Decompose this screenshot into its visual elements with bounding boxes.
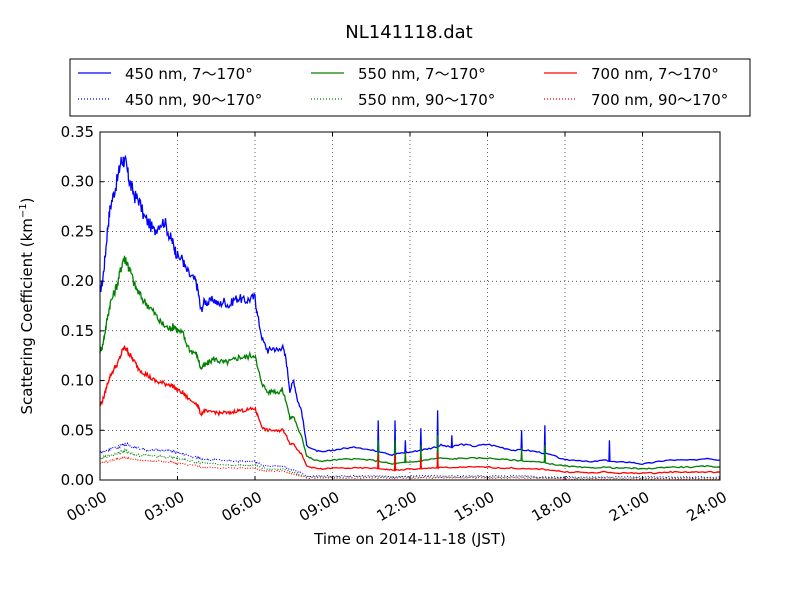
y-tick-label: 0.05 — [61, 421, 94, 439]
series-line-4 — [99, 441, 721, 479]
legend-label: 550 nm, 7～170° — [358, 65, 486, 83]
y-tick-label: 0.15 — [61, 322, 94, 340]
series-lines — [99, 154, 721, 481]
chart-title: NL141118.dat — [345, 22, 472, 43]
legend: 450 nm, 7～170° 450 nm, 90～170° 550 nm, 7～1… — [69, 58, 751, 117]
series-line-5 — [99, 447, 721, 480]
series-line-3 — [99, 345, 721, 475]
y-tick-label: 0.25 — [61, 222, 94, 240]
y-axis-label: Scattering Coefficient (km−1) — [18, 197, 36, 414]
y-tick-label: 0.35 — [61, 123, 94, 141]
legend-box — [69, 58, 751, 117]
grid-lines — [100, 132, 720, 480]
series-line-6 — [99, 456, 721, 481]
legend-label: 550 nm, 90～170° — [358, 91, 495, 109]
legend-label: 700 nm, 7～170° — [591, 65, 719, 83]
y-axis-label-sup: −1 — [18, 203, 29, 218]
legend-label: 450 nm, 7～170° — [125, 65, 253, 83]
y-tick-label: 0.20 — [61, 272, 94, 290]
y-axis-label-main: Scattering Coefficient (km — [18, 218, 36, 414]
y-axis-label-end: ) — [18, 197, 36, 203]
series-line-1 — [99, 154, 721, 466]
y-tick-label: 0.00 — [61, 471, 94, 489]
y-tick-label: 0.10 — [61, 372, 94, 390]
series-line-2 — [99, 255, 721, 470]
y-tick-label: 0.30 — [61, 173, 94, 191]
legend-label: 700 nm, 90～170° — [591, 91, 728, 109]
x-axis-label: Time on 2014-11-18 (JST) — [313, 530, 506, 548]
legend-label: 450 nm, 90～170° — [125, 91, 262, 109]
